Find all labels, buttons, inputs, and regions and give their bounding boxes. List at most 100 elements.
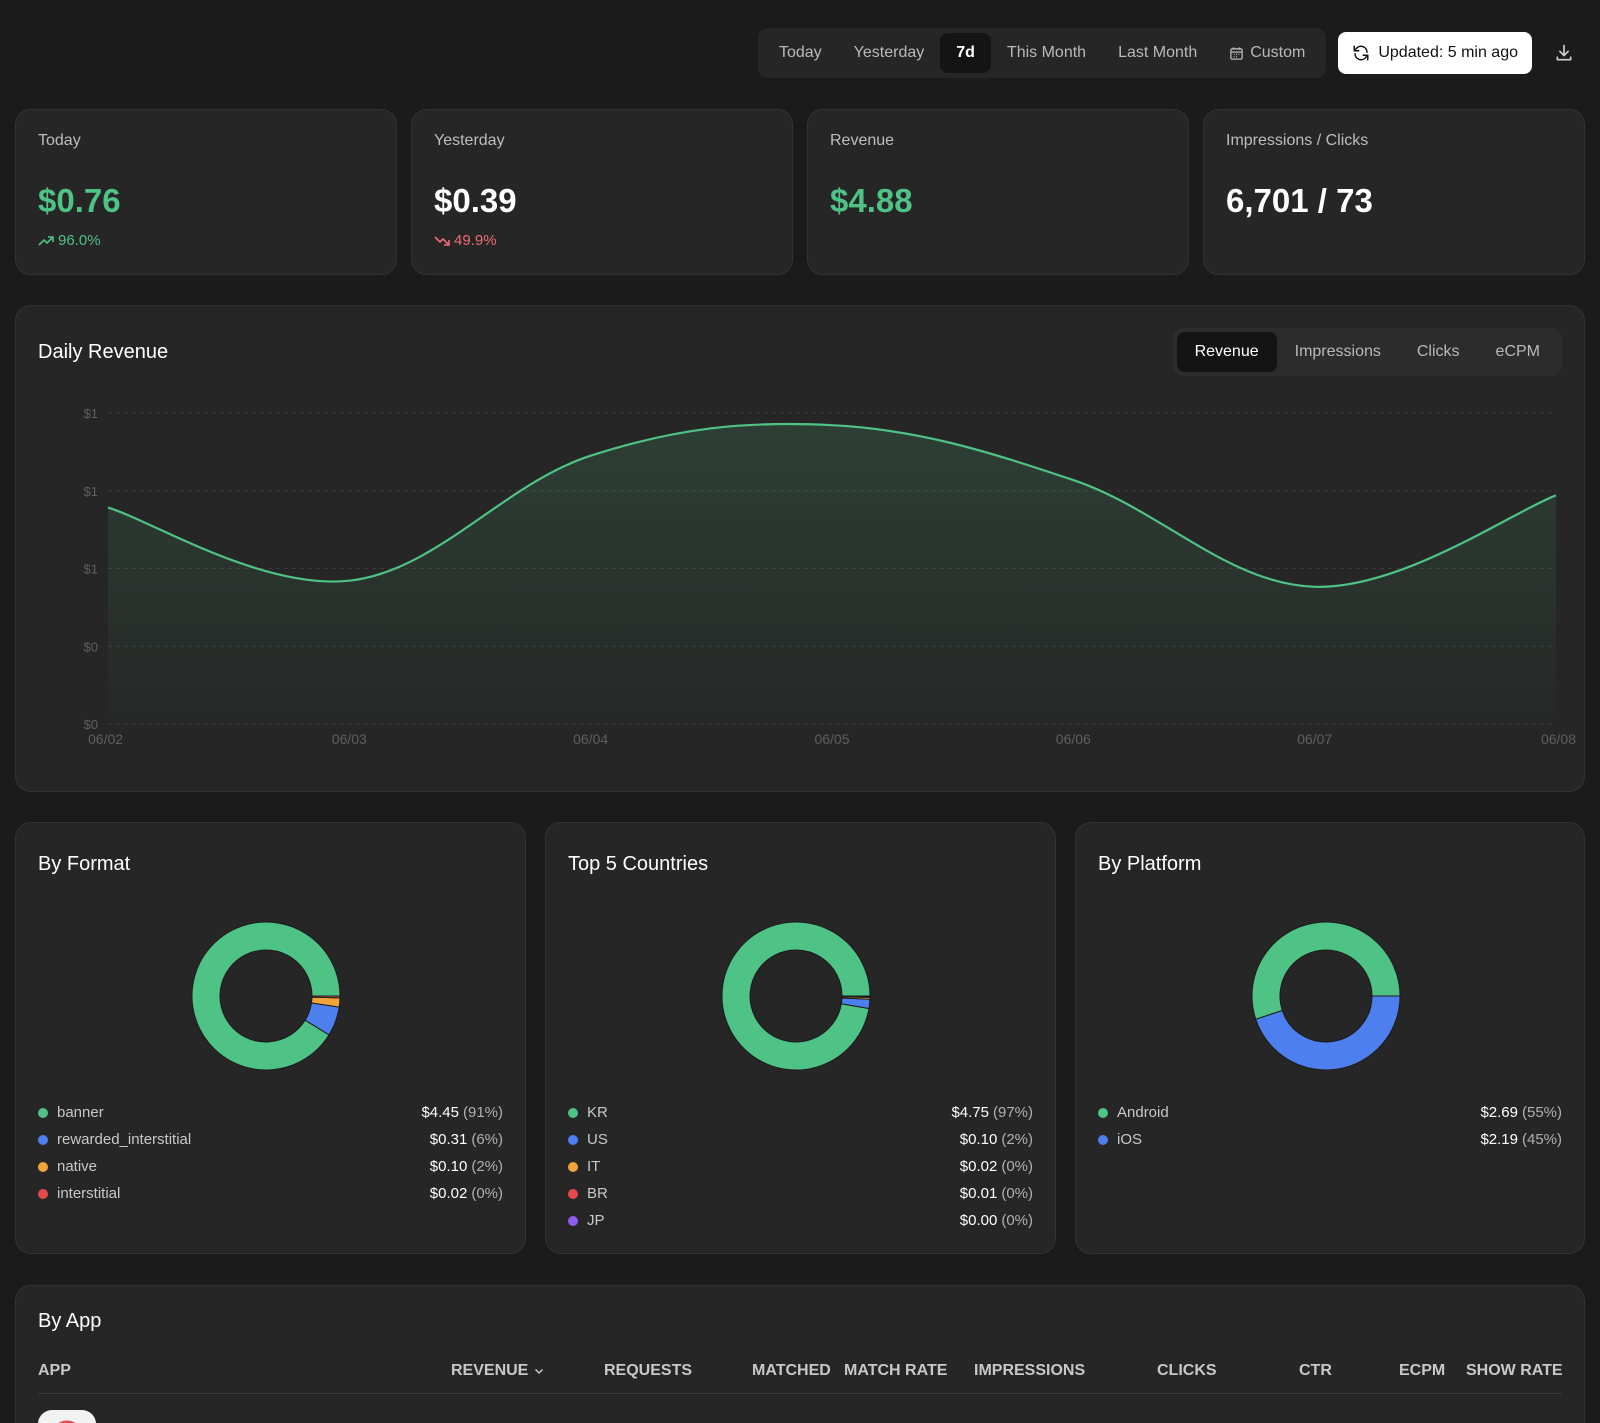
refresh-button[interactable]: Updated: 5 min ago bbox=[1338, 32, 1532, 74]
top-countries-card: Top 5 Countries KR $4.75 (97%) US $0.10 (2%)… bbox=[545, 822, 1056, 1254]
column-app[interactable]: APP bbox=[38, 1362, 71, 1379]
card-title: By App bbox=[38, 1310, 102, 1332]
revenue-line bbox=[107, 422, 1557, 588]
column-requests[interactable]: REQUESTS bbox=[604, 1362, 693, 1379]
updated-label: Updated: 5 min ago bbox=[1378, 44, 1518, 61]
x-tick-label: 06/03 bbox=[332, 731, 367, 747]
column-clicks[interactable]: CLICKS bbox=[1157, 1362, 1217, 1379]
daily-revenue-card: Daily Revenue Revenue Impressions Clicks… bbox=[15, 305, 1585, 792]
card-title: By Format bbox=[38, 853, 131, 875]
range-label: 7d bbox=[956, 44, 975, 61]
stat-card-revenue: Revenue $4.88 bbox=[807, 109, 1189, 275]
legend-value: $0.01 bbox=[959, 1185, 998, 1202]
legend-value: $0.10 bbox=[429, 1158, 468, 1175]
metric-tabs: Revenue Impressions Clicks eCPM bbox=[1172, 328, 1562, 376]
chevron-down-icon bbox=[535, 1368, 544, 1375]
donut-slice bbox=[1251, 921, 1401, 1020]
column-show-rate[interactable]: SHOW RATE bbox=[1466, 1362, 1563, 1379]
column-revenue[interactable]: REVENUE bbox=[451, 1362, 545, 1380]
column-ctr[interactable]: CTR bbox=[1299, 1362, 1332, 1379]
legend-name: KR bbox=[587, 1104, 608, 1121]
table-header: APP REVENUE REQUESTS MATCHED MATCH RATE … bbox=[38, 1362, 1563, 1394]
tab-revenue[interactable]: Revenue bbox=[1176, 332, 1277, 372]
stat-card-yesterday: Yesterday $0.39 49.9% bbox=[411, 109, 793, 275]
column-label: REVENUE bbox=[451, 1362, 529, 1379]
legend-dot bbox=[568, 1188, 578, 1199]
legend-name: iOS bbox=[1117, 1131, 1143, 1148]
legend-percent: (2%) bbox=[1001, 1131, 1033, 1148]
legend-item: rewarded_interstitial $0.31 (6%) bbox=[38, 1126, 503, 1153]
stat-card-today: Today $0.76 96.0% bbox=[15, 109, 397, 275]
stat-value: $0.76 bbox=[38, 182, 121, 219]
legend-name: JP bbox=[587, 1212, 605, 1229]
trend-down-icon bbox=[434, 235, 450, 246]
countries-legend: KR $4.75 (97%) US $0.10 (2%) IT $0.02 (0%) BR $… bbox=[568, 1099, 1033, 1234]
legend-percent: (55%) bbox=[1521, 1104, 1562, 1121]
legend-value: $0.02 bbox=[959, 1158, 998, 1175]
format-donut-chart bbox=[191, 921, 341, 1071]
y-tick-label: $1 bbox=[84, 484, 98, 499]
legend-value: $2.69 bbox=[1480, 1104, 1518, 1121]
donut-slice bbox=[1255, 995, 1401, 1071]
legend-percent: (97%) bbox=[992, 1104, 1033, 1121]
legend-dot bbox=[568, 1215, 578, 1226]
legend-name: rewarded_interstitial bbox=[57, 1131, 192, 1148]
legend-value: $4.45 bbox=[421, 1104, 459, 1121]
stat-change: 96.0% bbox=[38, 232, 101, 249]
stat-label: Today bbox=[38, 132, 81, 149]
revenue-area bbox=[108, 423, 1556, 724]
range-this-month-button[interactable]: This Month bbox=[991, 33, 1102, 73]
range-last-month-button[interactable]: Last Month bbox=[1102, 33, 1213, 73]
by-platform-card: By Platform Android $2.69 (55%) iOS $2.19 (4… bbox=[1075, 822, 1585, 1254]
countries-donut-chart bbox=[721, 921, 871, 1071]
range-today-button[interactable]: Today bbox=[763, 33, 838, 73]
range-7d-button[interactable]: 7d bbox=[940, 33, 991, 73]
legend-item: banner $4.45 (91%) bbox=[38, 1099, 503, 1126]
legend-dot bbox=[38, 1188, 48, 1199]
donut-slice bbox=[721, 921, 871, 1071]
column-match-rate[interactable]: MATCH RATE bbox=[844, 1362, 948, 1379]
range-custom-button[interactable]: Custom bbox=[1213, 33, 1321, 73]
column-ecpm[interactable]: ECPM bbox=[1399, 1362, 1446, 1379]
legend-percent: (0%) bbox=[1001, 1185, 1033, 1202]
legend-dot bbox=[568, 1107, 578, 1118]
x-tick-label: 06/07 bbox=[1297, 731, 1332, 747]
legend-dot bbox=[1098, 1107, 1108, 1118]
legend-item: native $0.10 (2%) bbox=[38, 1153, 503, 1180]
legend-dot bbox=[38, 1107, 48, 1118]
legend-name: BR bbox=[587, 1185, 608, 1202]
legend-percent: (0%) bbox=[1001, 1212, 1033, 1229]
column-matched[interactable]: MATCHED bbox=[752, 1362, 831, 1379]
range-label: Today bbox=[778, 44, 822, 61]
format-legend: banner $4.45 (91%) rewarded_interstitial $0… bbox=[38, 1099, 503, 1207]
tab-impressions[interactable]: Impressions bbox=[1294, 343, 1381, 360]
top-bar: Today Yesterday 7d This Month Last Month… bbox=[757, 28, 1584, 78]
y-tick-label: $0 bbox=[84, 717, 98, 732]
legend-item: interstitial $0.02 (0%) bbox=[38, 1180, 503, 1207]
card-title: Top 5 Countries bbox=[568, 853, 709, 875]
legend-item: Android $2.69 (55%) bbox=[1098, 1099, 1562, 1126]
legend-item: KR $4.75 (97%) bbox=[568, 1099, 1033, 1126]
range-yesterday-button[interactable]: Yesterday bbox=[838, 33, 941, 73]
platform-donut-chart bbox=[1251, 921, 1401, 1071]
app-icon bbox=[38, 1410, 96, 1423]
y-tick-label: $1 bbox=[84, 406, 98, 421]
tab-ecpm[interactable]: eCPM bbox=[1495, 343, 1540, 360]
tab-clicks[interactable]: Clicks bbox=[1416, 343, 1460, 360]
by-app-card: By App APP REVENUE REQUESTS MATCHED MATC… bbox=[15, 1285, 1585, 1423]
legend-percent: (0%) bbox=[471, 1185, 503, 1202]
legend-name: banner bbox=[57, 1104, 104, 1121]
download-button[interactable] bbox=[1544, 33, 1584, 73]
stat-change-value: 96.0% bbox=[58, 232, 101, 249]
stat-label: Impressions / Clicks bbox=[1226, 132, 1369, 149]
stat-change-value: 49.9% bbox=[454, 232, 497, 249]
column-impressions[interactable]: IMPRESSIONS bbox=[974, 1362, 1086, 1379]
legend-name: native bbox=[57, 1158, 98, 1175]
trend-up-icon bbox=[38, 235, 54, 246]
legend-name: US bbox=[587, 1131, 608, 1148]
range-label: Custom bbox=[1250, 44, 1306, 61]
legend-value: $0.10 bbox=[959, 1131, 998, 1148]
y-tick-label: $1 bbox=[84, 562, 98, 577]
download-icon bbox=[1556, 44, 1572, 61]
range-label: Last Month bbox=[1118, 44, 1198, 61]
